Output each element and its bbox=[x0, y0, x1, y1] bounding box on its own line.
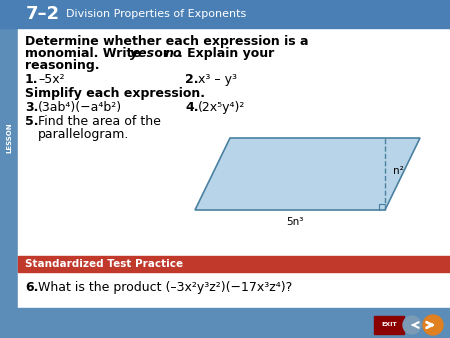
Text: 6.: 6. bbox=[25, 281, 38, 294]
Polygon shape bbox=[195, 138, 420, 210]
Text: 5.: 5. bbox=[25, 115, 39, 128]
Text: parallelogram.: parallelogram. bbox=[38, 128, 130, 141]
Bar bbox=[0, 0, 450, 28]
Text: 4.: 4. bbox=[185, 101, 198, 114]
Bar bbox=[0, 0, 18, 338]
Text: n²: n² bbox=[393, 166, 404, 176]
Text: (2x⁵y⁴)²: (2x⁵y⁴)² bbox=[198, 101, 245, 114]
Text: . Explain your: . Explain your bbox=[178, 47, 274, 60]
Text: Simplify each expression.: Simplify each expression. bbox=[25, 87, 205, 100]
Text: 5n³: 5n³ bbox=[286, 217, 304, 227]
Text: 3.: 3. bbox=[25, 101, 38, 114]
Text: 2.: 2. bbox=[185, 73, 198, 86]
Bar bbox=[18, 256, 450, 272]
Text: 7–2: 7–2 bbox=[26, 5, 60, 23]
Text: Division Properties of Exponents: Division Properties of Exponents bbox=[66, 9, 246, 19]
Text: reasoning.: reasoning. bbox=[25, 59, 99, 72]
Circle shape bbox=[403, 316, 421, 334]
Text: yes: yes bbox=[130, 47, 154, 60]
Text: LESSON: LESSON bbox=[6, 123, 12, 153]
Text: –5x²: –5x² bbox=[38, 73, 65, 86]
Bar bbox=[18, 28, 450, 308]
Text: (3ab⁴)(−a⁴b²): (3ab⁴)(−a⁴b²) bbox=[38, 101, 122, 114]
Text: no: no bbox=[165, 47, 183, 60]
Text: What is the product (–3x²y³z²)(−17x³z⁴)?: What is the product (–3x²y³z²)(−17x³z⁴)? bbox=[38, 281, 292, 294]
Text: Find the area of the: Find the area of the bbox=[38, 115, 161, 128]
Text: 1.: 1. bbox=[25, 73, 39, 86]
Text: x³ – y³: x³ – y³ bbox=[198, 73, 237, 86]
Text: EXIT: EXIT bbox=[381, 322, 397, 328]
Text: Determine whether each expression is a: Determine whether each expression is a bbox=[25, 35, 309, 48]
Text: monomial. Write: monomial. Write bbox=[25, 47, 145, 60]
Bar bbox=[374, 316, 404, 334]
Text: Standardized Test Practice: Standardized Test Practice bbox=[25, 259, 183, 269]
Bar bbox=[0, 308, 450, 338]
Circle shape bbox=[423, 315, 443, 335]
Text: or: or bbox=[150, 47, 173, 60]
